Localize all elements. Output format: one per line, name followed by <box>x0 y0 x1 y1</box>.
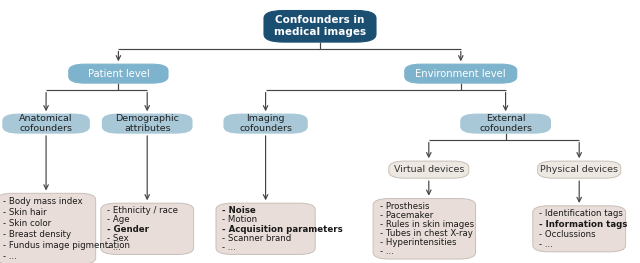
Text: Virtual devices: Virtual devices <box>394 165 464 174</box>
Text: - Breast density: - Breast density <box>3 230 71 239</box>
Text: - Age: - Age <box>108 215 130 225</box>
FancyBboxPatch shape <box>216 203 315 255</box>
FancyBboxPatch shape <box>264 11 376 42</box>
Text: Anatomical
cofounders: Anatomical cofounders <box>19 114 73 133</box>
Text: - Skin hair: - Skin hair <box>3 208 47 217</box>
Text: - Prosthesis: - Prosthesis <box>380 202 429 211</box>
FancyBboxPatch shape <box>538 161 621 178</box>
Text: - Rules in skin images: - Rules in skin images <box>380 220 474 229</box>
Text: - Fundus image pigmentation: - Fundus image pigmentation <box>3 241 130 250</box>
Text: Imaging
cofounders: Imaging cofounders <box>239 114 292 133</box>
FancyBboxPatch shape <box>404 64 517 83</box>
Text: - Gender: - Gender <box>108 225 149 234</box>
Text: - Motion: - Motion <box>223 215 257 225</box>
Text: - Sex: - Sex <box>108 234 129 243</box>
Text: - Ethnicity / race: - Ethnicity / race <box>108 206 178 215</box>
Text: - Body mass index: - Body mass index <box>3 198 83 206</box>
Text: - Hyperintensities: - Hyperintensities <box>380 238 456 247</box>
FancyBboxPatch shape <box>389 161 468 178</box>
Text: - Scanner brand: - Scanner brand <box>223 234 292 243</box>
Text: - Information tags: - Information tags <box>540 220 628 229</box>
Text: - Identification tags: - Identification tags <box>540 210 623 219</box>
Text: - Skin color: - Skin color <box>3 219 51 228</box>
FancyBboxPatch shape <box>461 114 550 133</box>
Text: Confounders in
medical images: Confounders in medical images <box>274 16 366 37</box>
Text: - ...: - ... <box>223 243 236 252</box>
Text: - ...: - ... <box>108 243 121 252</box>
Text: - ...: - ... <box>540 240 553 249</box>
FancyBboxPatch shape <box>102 114 192 133</box>
FancyBboxPatch shape <box>0 193 96 263</box>
Text: - Occlussions: - Occlussions <box>540 230 596 239</box>
Text: - Pacemaker: - Pacemaker <box>380 211 433 220</box>
FancyBboxPatch shape <box>373 199 476 259</box>
Text: - ...: - ... <box>380 247 393 256</box>
FancyBboxPatch shape <box>224 114 307 133</box>
FancyBboxPatch shape <box>532 206 626 252</box>
FancyBboxPatch shape <box>3 114 90 133</box>
Text: Environment level: Environment level <box>415 69 506 79</box>
Text: Physical devices: Physical devices <box>540 165 618 174</box>
Text: - Acquisition parameters: - Acquisition parameters <box>223 225 343 234</box>
FancyBboxPatch shape <box>101 203 193 255</box>
Text: - Noise: - Noise <box>223 206 256 215</box>
Text: - ...: - ... <box>3 252 17 261</box>
Text: Patient level: Patient level <box>88 69 149 79</box>
Text: External
cofounders: External cofounders <box>479 114 532 133</box>
Text: - Tubes in chest X-ray: - Tubes in chest X-ray <box>380 229 472 238</box>
FancyBboxPatch shape <box>69 64 168 83</box>
Text: Demographic
attributes: Demographic attributes <box>115 114 179 133</box>
